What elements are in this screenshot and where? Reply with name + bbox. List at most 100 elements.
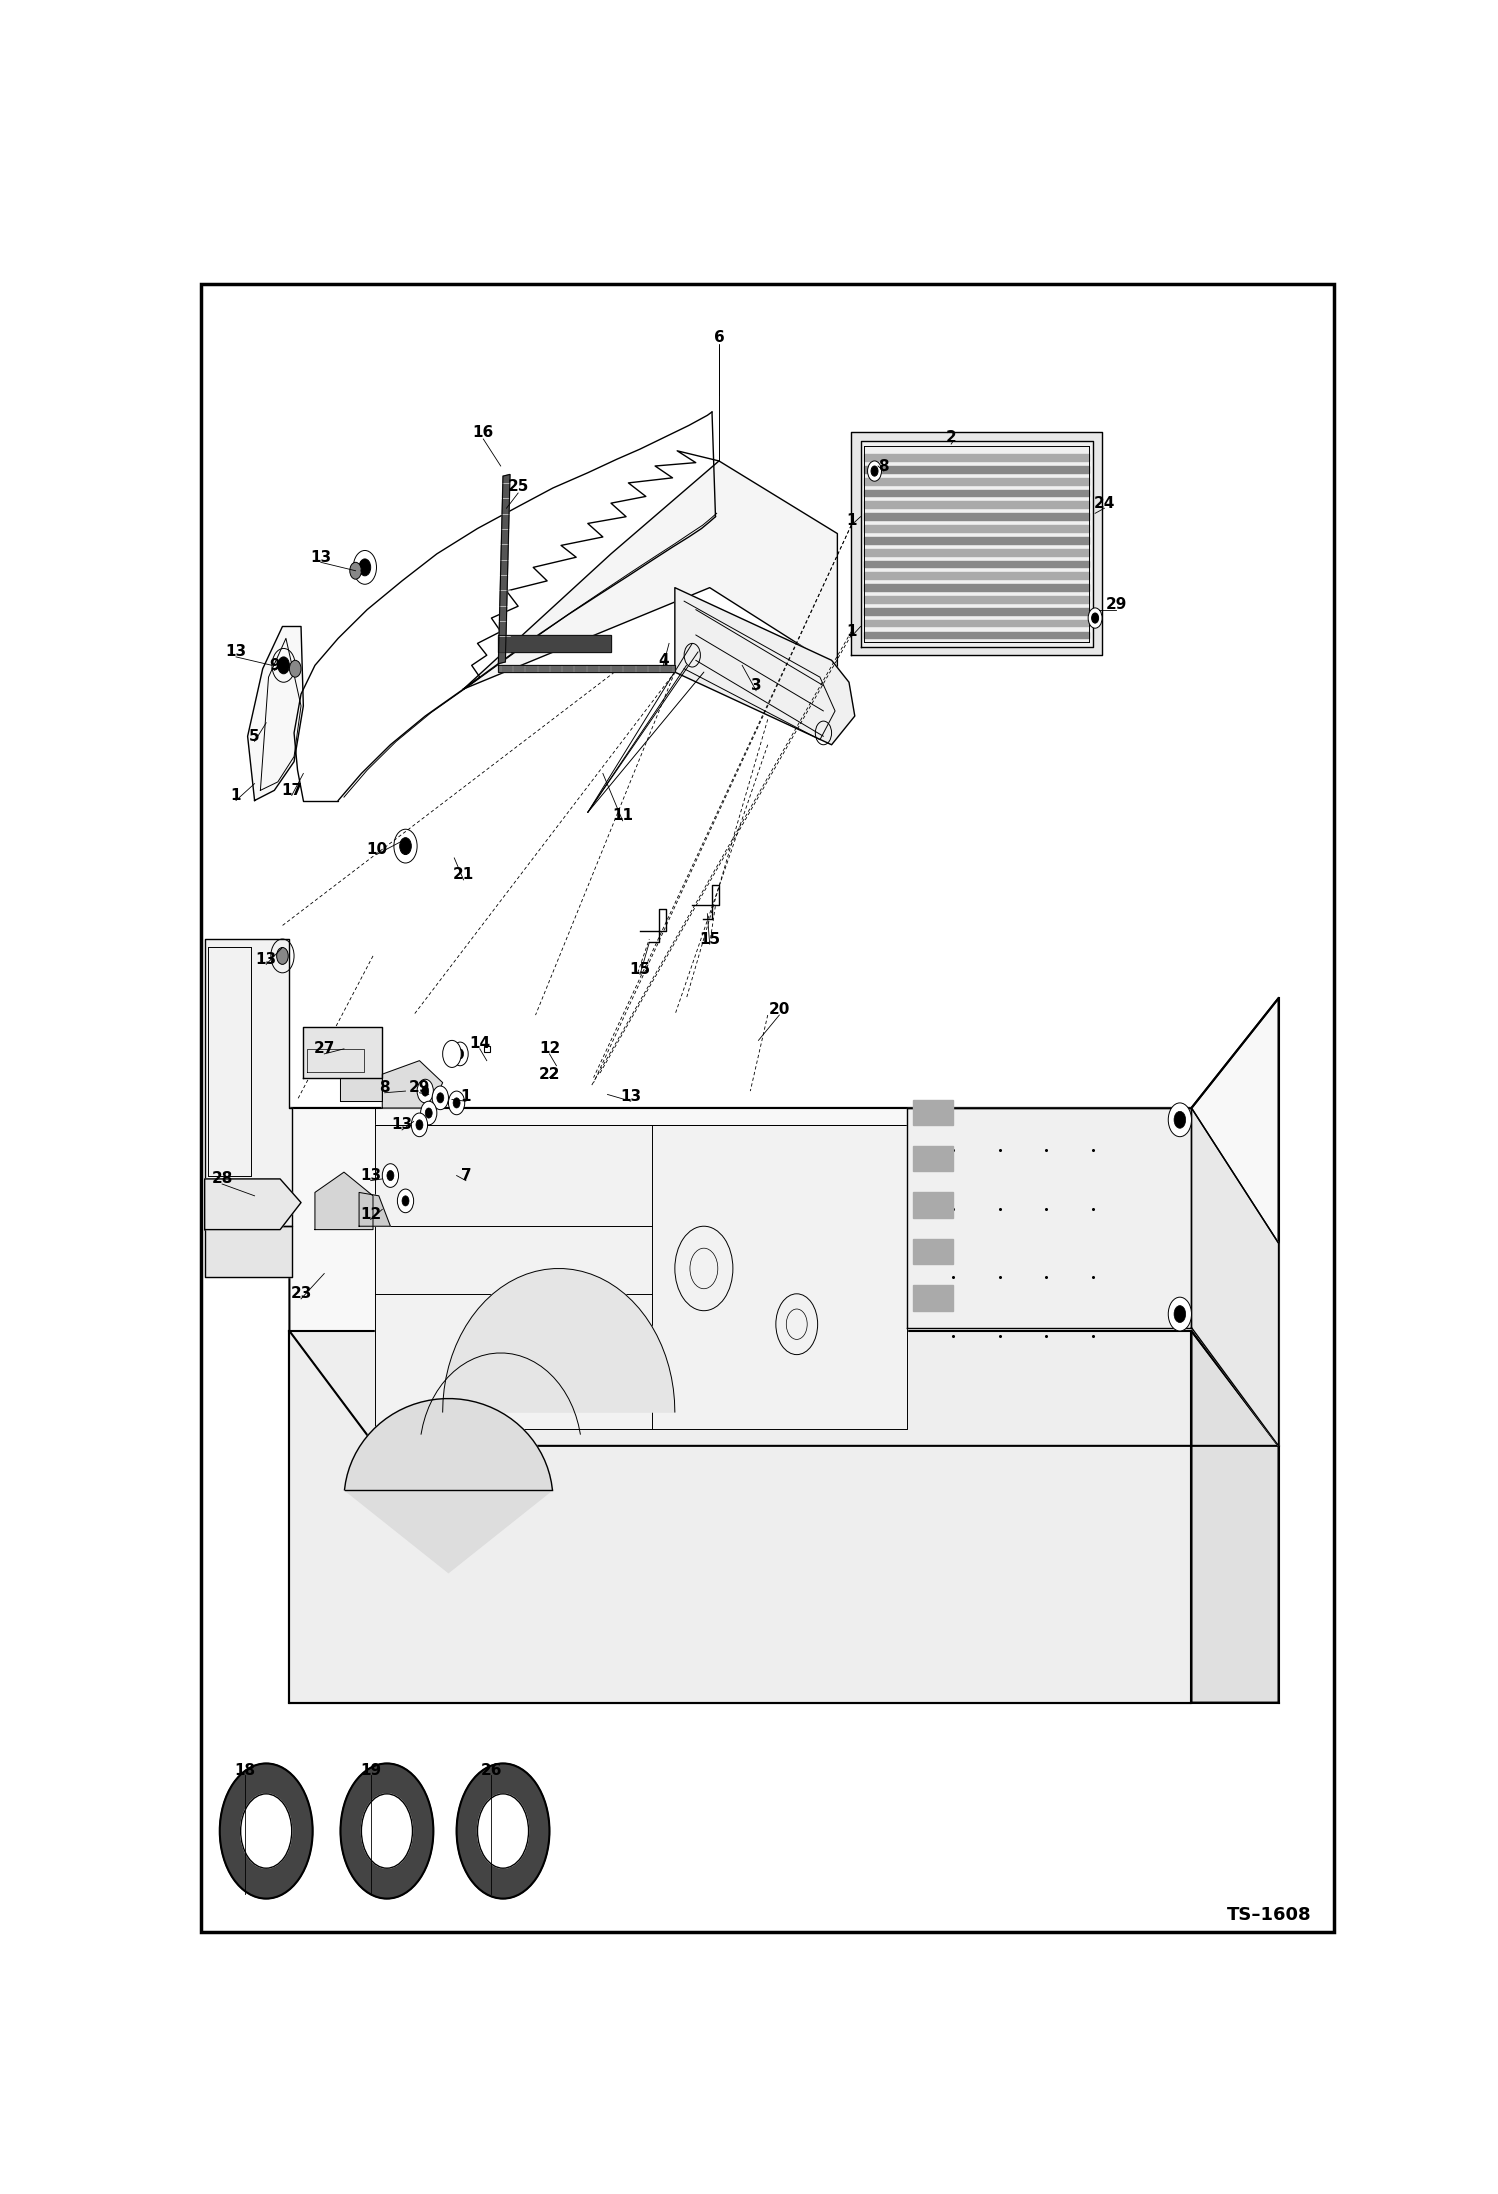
Circle shape: [416, 1079, 433, 1104]
Circle shape: [401, 1196, 409, 1207]
Polygon shape: [457, 1764, 550, 1898]
Text: 5: 5: [249, 728, 259, 744]
Circle shape: [400, 838, 412, 856]
Text: 9: 9: [358, 559, 369, 575]
Polygon shape: [864, 465, 1089, 472]
Polygon shape: [340, 1764, 433, 1898]
Polygon shape: [303, 1027, 382, 1077]
Circle shape: [397, 1189, 413, 1213]
Circle shape: [433, 1086, 448, 1110]
Circle shape: [277, 948, 288, 965]
Circle shape: [1092, 612, 1098, 623]
Text: 13: 13: [225, 645, 247, 660]
Polygon shape: [315, 1172, 373, 1229]
Polygon shape: [912, 1191, 954, 1218]
Text: 8: 8: [878, 459, 890, 474]
Circle shape: [867, 461, 881, 480]
Text: 13: 13: [620, 1088, 641, 1104]
Polygon shape: [912, 1286, 954, 1310]
Circle shape: [386, 1169, 394, 1180]
Text: 11: 11: [613, 807, 634, 823]
Circle shape: [421, 1101, 437, 1126]
Text: 26: 26: [481, 1762, 502, 1777]
Polygon shape: [912, 1240, 954, 1264]
Text: 12: 12: [539, 1042, 560, 1055]
Polygon shape: [860, 441, 1094, 647]
Polygon shape: [674, 588, 855, 744]
Polygon shape: [864, 632, 1089, 638]
Circle shape: [277, 656, 289, 674]
Polygon shape: [864, 478, 1089, 485]
Text: 1: 1: [846, 623, 857, 638]
Circle shape: [437, 1093, 443, 1104]
Circle shape: [443, 1040, 461, 1068]
Circle shape: [457, 1049, 463, 1060]
Text: 13: 13: [310, 551, 331, 564]
Polygon shape: [360, 1191, 391, 1226]
Text: 7: 7: [460, 1167, 472, 1183]
Text: 12: 12: [360, 1207, 382, 1222]
Polygon shape: [241, 1795, 292, 1867]
Polygon shape: [205, 1226, 292, 1277]
Text: 1: 1: [231, 788, 241, 803]
Polygon shape: [864, 502, 1089, 509]
Text: 3: 3: [750, 678, 761, 693]
Polygon shape: [906, 1108, 1191, 1327]
Polygon shape: [864, 489, 1089, 496]
Polygon shape: [205, 1178, 301, 1229]
Polygon shape: [340, 1077, 382, 1101]
Circle shape: [1088, 608, 1103, 627]
Polygon shape: [864, 513, 1089, 520]
Polygon shape: [247, 627, 303, 801]
Polygon shape: [289, 1332, 1191, 1703]
Circle shape: [425, 1108, 433, 1119]
Polygon shape: [851, 432, 1103, 656]
Circle shape: [452, 1042, 469, 1066]
Circle shape: [870, 465, 878, 476]
Polygon shape: [864, 548, 1089, 555]
Text: 15: 15: [629, 961, 650, 976]
Polygon shape: [864, 454, 1089, 461]
Circle shape: [1168, 1297, 1191, 1332]
Text: 13: 13: [256, 952, 277, 968]
Circle shape: [412, 1112, 427, 1136]
Text: 29: 29: [409, 1079, 430, 1095]
Text: 14: 14: [469, 1036, 490, 1051]
Polygon shape: [478, 1795, 529, 1867]
Polygon shape: [499, 634, 611, 652]
Text: 10: 10: [366, 842, 386, 858]
Polygon shape: [864, 597, 1089, 603]
Circle shape: [1168, 1104, 1191, 1136]
Polygon shape: [864, 584, 1089, 590]
Circle shape: [448, 1090, 464, 1115]
Text: 17: 17: [282, 783, 303, 799]
Polygon shape: [864, 619, 1089, 627]
Polygon shape: [220, 1764, 313, 1898]
Text: 23: 23: [291, 1286, 312, 1301]
Text: 18: 18: [235, 1762, 256, 1777]
Text: 15: 15: [700, 932, 721, 946]
Text: 21: 21: [452, 867, 475, 882]
Text: 13: 13: [391, 1117, 412, 1132]
Circle shape: [1174, 1305, 1186, 1323]
Polygon shape: [864, 538, 1089, 544]
Text: 19: 19: [360, 1762, 382, 1777]
Text: 20: 20: [768, 1003, 789, 1018]
Text: 28: 28: [211, 1172, 232, 1187]
Polygon shape: [912, 1145, 954, 1172]
Text: 9: 9: [270, 658, 280, 674]
Circle shape: [1174, 1112, 1186, 1128]
Polygon shape: [361, 1795, 412, 1867]
Polygon shape: [864, 562, 1089, 568]
Text: 2: 2: [945, 430, 957, 445]
Polygon shape: [912, 1099, 954, 1126]
Circle shape: [360, 559, 370, 575]
Text: 8: 8: [379, 1079, 389, 1095]
Text: 22: 22: [539, 1066, 560, 1082]
Polygon shape: [864, 608, 1089, 614]
Text: TS–1608: TS–1608: [1227, 1907, 1311, 1924]
Text: 16: 16: [473, 426, 494, 439]
Polygon shape: [463, 461, 837, 689]
Circle shape: [422, 1086, 428, 1097]
Circle shape: [452, 1097, 460, 1108]
